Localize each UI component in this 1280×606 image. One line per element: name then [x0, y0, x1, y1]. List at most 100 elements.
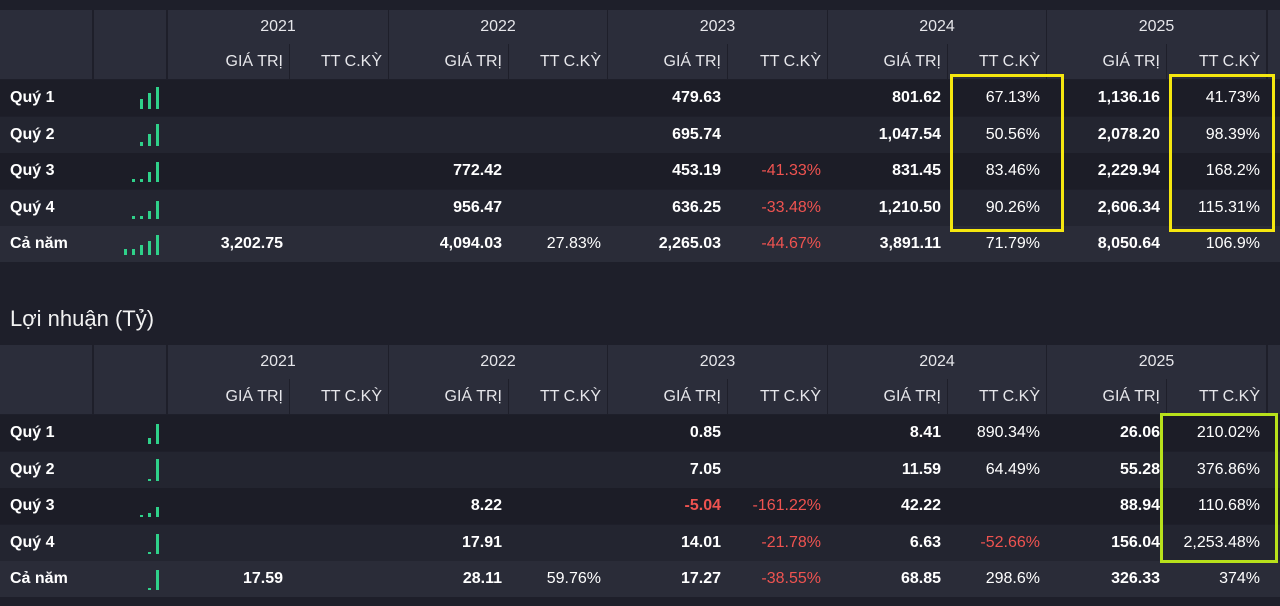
- value-cell: [168, 153, 289, 189]
- value-cell: 2,606.34: [1097, 198, 1160, 216]
- growth-cell: [728, 452, 827, 488]
- profit-header-years: 2021 2022 2023 2024 2025: [0, 345, 1280, 379]
- value-col-header: GIÁ TRỊ: [608, 379, 727, 414]
- header-blank: [0, 379, 92, 414]
- revenue-header-years: 2021 2022 2023 2024 2025: [0, 10, 1280, 44]
- value-cell: [168, 190, 289, 226]
- sparkline-bar: [156, 87, 159, 109]
- row-label: Quý 4: [10, 198, 55, 216]
- value-cell: 2,229.94: [1097, 162, 1160, 179]
- value-cell: 7.05: [689, 460, 721, 478]
- sparkline: [94, 190, 166, 226]
- value-cell: 88.94: [1119, 497, 1160, 514]
- sparkline-bar: [156, 570, 159, 590]
- growth-cell: [290, 415, 388, 451]
- table-row: Quý 4 17.91 14.01 -21.78% 6.63 -52.66% 156.04 2…: [0, 524, 1280, 561]
- growth-cell: 67.13%: [985, 89, 1040, 106]
- year-header-2022: 2022: [389, 10, 607, 44]
- value-col-header: GIÁ TRỊ: [828, 44, 947, 79]
- value-cell: 26.06: [1119, 424, 1160, 441]
- growth-cell: [290, 488, 388, 524]
- growth-cell: -21.78%: [761, 533, 821, 551]
- value-cell: [168, 525, 289, 561]
- growth-col-header: TT C.KỲ: [1167, 44, 1266, 79]
- value-cell: 2,078.20: [1097, 125, 1160, 143]
- growth-cell: 90.26%: [985, 198, 1040, 216]
- sparkline-bar: [148, 93, 151, 109]
- value-cell: [168, 80, 289, 116]
- growth-cell: 298.6%: [985, 570, 1040, 587]
- sparkline-bar: [156, 533, 159, 554]
- sparkline-bar: [156, 123, 159, 146]
- growth-col-header: TT C.KỲ: [509, 379, 607, 414]
- header-blank: [1268, 44, 1280, 79]
- sparkline: [94, 80, 166, 116]
- value-cell: [389, 117, 508, 153]
- value-cell: 453.19: [672, 162, 721, 179]
- row-label: Quý 4: [10, 533, 55, 551]
- sparkline-bar: [140, 245, 143, 255]
- value-cell: [168, 488, 289, 524]
- growth-cell: [948, 488, 1046, 524]
- growth-cell: [290, 80, 388, 116]
- value-cell: 4,094.03: [439, 235, 502, 252]
- sparkline-bar: [132, 215, 135, 219]
- header-blank: [94, 345, 166, 379]
- growth-cell: [728, 415, 827, 451]
- growth-cell: [290, 452, 388, 488]
- value-cell: 68.85: [900, 570, 941, 587]
- sparkline-bar: [140, 515, 143, 517]
- header-blank: [0, 345, 92, 379]
- value-cell: 801.62: [892, 89, 941, 106]
- value-cell: [389, 80, 508, 116]
- growth-col-header: TT C.KỲ: [948, 44, 1046, 79]
- sparkline-bar: [148, 551, 151, 554]
- value-col-header: GIÁ TRỊ: [389, 379, 508, 414]
- year-header-2024: 2024: [828, 345, 1046, 379]
- value-cell: 42.22: [900, 497, 941, 514]
- sparkline-bar: [140, 179, 143, 182]
- value-col-header: GIÁ TRỊ: [608, 44, 727, 79]
- row-label: Quý 2: [10, 460, 55, 478]
- header-blank: [0, 44, 92, 79]
- sparkline-bar: [132, 249, 135, 255]
- growth-cell: 64.49%: [985, 460, 1040, 478]
- row-label: Cả năm: [10, 235, 68, 252]
- value-col-header: GIÁ TRỊ: [1047, 44, 1166, 79]
- total-row: Cả năm 3,202.75 4,094.03 27.83% 2,265.03 -44.…: [0, 226, 1280, 262]
- value-cell: 772.42: [453, 162, 502, 179]
- growth-cell: [290, 226, 388, 262]
- value-cell: 0.85: [689, 424, 721, 441]
- growth-cell: 376.86%: [1196, 460, 1260, 478]
- year-header-2022: 2022: [389, 345, 607, 379]
- sparkline: [94, 452, 166, 488]
- value-cell: 14.01: [680, 533, 721, 551]
- sparkline-bar: [148, 172, 151, 182]
- growth-cell: -38.55%: [761, 570, 821, 587]
- row-label: Quý 3: [10, 162, 55, 179]
- sparkline-bar: [148, 438, 151, 444]
- value-cell: 55.28: [1119, 460, 1160, 478]
- growth-cell: 210.02%: [1196, 424, 1260, 441]
- value-col-header: GIÁ TRỊ: [828, 379, 947, 414]
- table-row: Quý 1 0.85 8.41 890.34% 26.06 210.02%: [0, 415, 1280, 451]
- sparkline: [94, 561, 166, 597]
- total-row: Cả năm 17.59 28.11 59.76% 17.27 -38.55% 68.85 2…: [0, 561, 1280, 597]
- value-cell: [168, 117, 289, 153]
- year-header-2025: 2025: [1047, 10, 1266, 44]
- value-cell: 479.63: [672, 89, 721, 106]
- growth-cell: -41.33%: [761, 162, 821, 179]
- value-col-header: GIÁ TRỊ: [389, 44, 508, 79]
- growth-cell: [728, 80, 827, 116]
- growth-cell: 115.31%: [1198, 198, 1260, 216]
- growth-col-header: TT C.KỲ: [728, 379, 827, 414]
- growth-cell: [290, 117, 388, 153]
- growth-col-header: TT C.KỲ: [1167, 379, 1266, 414]
- growth-cell: [509, 488, 607, 524]
- growth-cell: [728, 117, 827, 153]
- growth-cell: [290, 525, 388, 561]
- value-cell: 956.47: [453, 198, 502, 216]
- growth-cell: 106.9%: [1205, 235, 1260, 252]
- sparkline-bar: [124, 249, 127, 255]
- header-blank: [94, 10, 166, 44]
